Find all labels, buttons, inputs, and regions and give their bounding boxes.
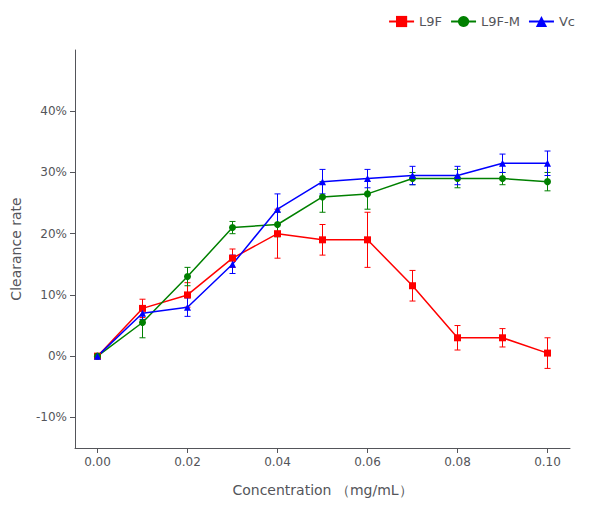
svg-text:0.10: 0.10 [534,455,561,469]
svg-text:40%: 40% [40,104,67,118]
svg-text:0.00: 0.00 [84,455,111,469]
svg-text:Clearance rate: Clearance rate [8,197,24,300]
svg-text:Vc: Vc [559,14,575,29]
svg-text:30%: 30% [40,165,67,179]
svg-text:0%: 0% [48,349,67,363]
svg-text:Concentration （mg/mL）: Concentration （mg/mL） [232,482,412,498]
svg-text:10%: 10% [40,288,67,302]
svg-text:L9F-M: L9F-M [481,14,520,29]
svg-text:0.02: 0.02 [174,455,201,469]
svg-text:0.06: 0.06 [354,455,381,469]
svg-text:0.04: 0.04 [264,455,291,469]
svg-text:-10%: -10% [36,410,67,424]
svg-text:L9F: L9F [419,14,442,29]
svg-text:20%: 20% [40,227,67,241]
svg-text:0.08: 0.08 [444,455,471,469]
